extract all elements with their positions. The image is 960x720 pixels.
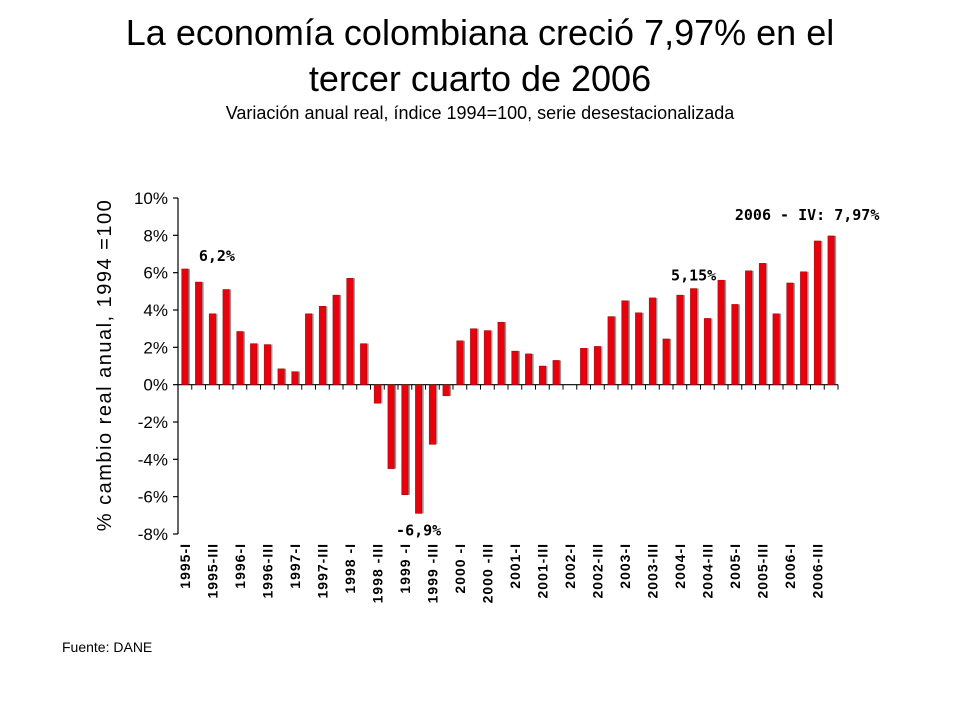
x-category-label: 1999 -I [397, 543, 413, 594]
bar [263, 344, 271, 385]
title-line-2: tercer cuarto de 2006 [308, 58, 652, 99]
data-annotation: -6,9% [396, 521, 441, 539]
bar [635, 312, 643, 385]
bar [181, 268, 189, 385]
bar [346, 278, 354, 385]
bar [662, 338, 670, 385]
x-category-label: 1995-III [204, 543, 220, 598]
y-tick-label: 8% [143, 226, 168, 245]
bar [827, 235, 835, 385]
bar [442, 384, 450, 397]
bar [497, 321, 505, 385]
x-category-label: 2004-III [699, 543, 715, 598]
bar [483, 330, 491, 385]
x-category-label: 2004-I [672, 543, 688, 589]
title-line-1: La economía colombiana creció 7,97% en e… [125, 12, 835, 53]
x-category-label: 2000 -I [452, 543, 468, 594]
x-category-label: 2002-III [589, 543, 605, 598]
x-category-label: 2005-I [727, 543, 743, 589]
bar [731, 304, 739, 385]
y-tick-label: 0% [143, 376, 168, 395]
data-annotation: 2006 - IV: 7,97% [735, 206, 880, 224]
y-tick-label: -6% [138, 488, 168, 507]
bar [332, 294, 340, 385]
x-category-label: 2006-III [809, 543, 825, 598]
bar [305, 313, 313, 385]
bar [676, 294, 684, 385]
bar [277, 368, 285, 385]
chart-subtitle: Variación anual real, índice 1994=100, s… [225, 103, 735, 123]
x-category-label: 2002-I [562, 543, 578, 589]
bar [758, 263, 766, 385]
bar [525, 353, 533, 385]
bar [607, 316, 615, 385]
x-category-label: 1997-III [314, 543, 330, 598]
bar [318, 306, 326, 385]
bar [195, 281, 203, 385]
y-tick-label: 4% [143, 301, 168, 320]
bar [470, 328, 478, 385]
bar [772, 313, 780, 385]
x-category-label: 1999 -III [424, 543, 440, 603]
y-tick-label: 6% [143, 264, 168, 283]
y-axis-label: % cambio real anual, 1994 =100 [94, 199, 116, 531]
bar [745, 270, 753, 385]
bar [786, 282, 794, 385]
bar [538, 365, 546, 385]
x-category-label: 2001-III [534, 543, 550, 598]
bar [703, 318, 711, 385]
x-category-label: 2006-I [782, 543, 798, 589]
data-annotation: 6,2% [199, 247, 235, 265]
bar [580, 348, 588, 385]
data-annotation: 5,15% [671, 267, 716, 285]
y-tick-label: -4% [138, 450, 168, 469]
x-category-label: 2000 -III [479, 543, 495, 603]
labels-layer: -8% -6% -4% -2% 0% 2% 4% 6% 8% 10% 1995-I 1995-III 1… [94, 189, 879, 603]
chart-title: La economía colombiana creció 7,97% en e… [0, 10, 960, 124]
x-category-label: 2003-III [644, 543, 660, 598]
bar [456, 340, 464, 385]
x-category-label: 1996-I [232, 543, 248, 589]
bar [387, 384, 395, 469]
bar [511, 350, 519, 385]
bar [373, 384, 381, 404]
bar [291, 371, 299, 385]
bar [717, 279, 725, 385]
y-tick-label: -8% [138, 525, 168, 544]
y-tick-label: 2% [143, 338, 168, 357]
bar [401, 384, 409, 495]
bar [690, 288, 698, 385]
x-category-label: 1998 -III [369, 543, 385, 603]
y-tick-label: 10% [134, 189, 168, 208]
x-category-label: 2003-I [617, 543, 633, 589]
bar [208, 313, 216, 385]
bar [250, 343, 258, 385]
bars-layer [181, 235, 837, 514]
bar [800, 271, 808, 385]
x-category-label: 1997-I [287, 543, 303, 589]
bar [360, 343, 368, 385]
bar [236, 331, 244, 385]
axes-layer [173, 197, 839, 535]
x-category-label: 1995-I [177, 543, 193, 589]
bar [648, 297, 656, 385]
x-category-label: 1998 -I [342, 543, 358, 594]
x-category-label: 1996-III [259, 543, 275, 598]
bar [428, 384, 436, 445]
bar [593, 346, 601, 385]
bar [813, 240, 821, 385]
source-note: Fuente: DANE [62, 639, 153, 655]
x-category-label: 2005-III [754, 543, 770, 598]
bar [621, 300, 629, 385]
y-tick-label: -2% [138, 413, 168, 432]
bar [222, 289, 230, 385]
x-category-label: 2001-I [507, 543, 523, 589]
bar [552, 360, 560, 385]
bar [415, 384, 423, 514]
